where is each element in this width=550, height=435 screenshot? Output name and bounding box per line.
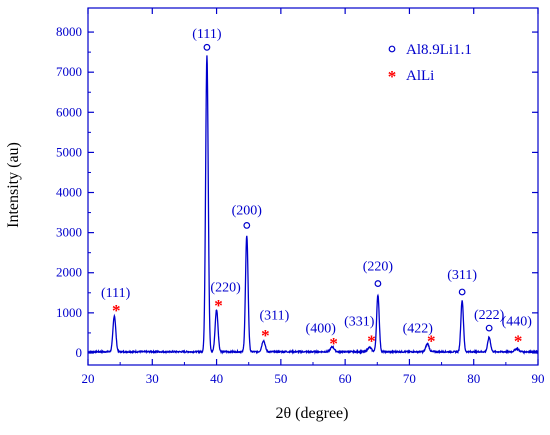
star-marker: * bbox=[214, 296, 223, 315]
peak-label: (220) bbox=[363, 260, 394, 275]
x-tick-label: 20 bbox=[82, 371, 95, 386]
axes: 20 30 40 50 60 70 80 90 0 1000 2000 3000 4000 5000 600… bbox=[56, 7, 545, 386]
y-tick-label: 2000 bbox=[56, 265, 82, 280]
y-tick-label: 7000 bbox=[56, 64, 82, 79]
circle-marker bbox=[485, 324, 493, 332]
y-tick-label: 0 bbox=[76, 345, 83, 360]
y-tick-label: 8000 bbox=[56, 24, 82, 39]
x-tick-label: 90 bbox=[532, 371, 545, 386]
star-marker: * bbox=[367, 332, 376, 351]
x-tick-label: 50 bbox=[274, 371, 287, 386]
peak-label: (311) bbox=[447, 268, 477, 283]
star-marker: * bbox=[261, 326, 270, 345]
star-marker: * bbox=[514, 332, 523, 351]
peak-label: (111) bbox=[101, 286, 131, 301]
star-marker: * bbox=[427, 332, 436, 351]
y-tick-label: 1000 bbox=[56, 305, 82, 320]
peak-labels: (111) (200) (220) (311) (222) (111) (220) (311)… bbox=[101, 27, 532, 336]
legend: Al8.9Li1.1 * AlLi bbox=[388, 42, 472, 86]
star-marker: * bbox=[112, 301, 121, 320]
x-tick-label: 70 bbox=[403, 371, 416, 386]
peak-label: (331) bbox=[344, 315, 375, 330]
y-tick-label: 5000 bbox=[56, 144, 82, 159]
x-tick-label: 40 bbox=[210, 371, 223, 386]
series-line bbox=[87, 55, 539, 355]
circle-marker bbox=[388, 45, 396, 53]
plot-area bbox=[87, 55, 539, 355]
plot-frame bbox=[87, 7, 539, 366]
peak-label: (111) bbox=[192, 27, 222, 42]
legend-label: AlLi bbox=[406, 68, 434, 84]
peak-label: (200) bbox=[232, 204, 263, 219]
legend-label: Al8.9Li1.1 bbox=[406, 42, 472, 58]
y-tick-label: 3000 bbox=[56, 225, 82, 240]
x-tick-label: 60 bbox=[339, 371, 352, 386]
circle-marker bbox=[203, 43, 211, 51]
y-tick-label: 6000 bbox=[56, 104, 82, 119]
peak-label: (220) bbox=[210, 281, 241, 296]
peak-markers: * * * * * * * bbox=[112, 43, 523, 353]
y-axis-label: Intensity (au) bbox=[5, 142, 22, 228]
peak-label: (440) bbox=[502, 315, 533, 330]
star-marker: * bbox=[388, 67, 397, 86]
circle-marker bbox=[458, 288, 466, 296]
x-tick-label: 30 bbox=[146, 371, 159, 386]
circle-marker bbox=[374, 280, 382, 287]
peak-label: (400) bbox=[306, 322, 337, 337]
star-marker: * bbox=[329, 334, 338, 353]
x-axis-label: 2θ (degree) bbox=[276, 405, 349, 422]
circle-marker bbox=[243, 222, 251, 229]
x-tick-label: 80 bbox=[467, 371, 480, 386]
y-tick-label: 4000 bbox=[56, 185, 82, 200]
peak-label: (222) bbox=[474, 308, 505, 323]
peak-label: (311) bbox=[260, 308, 290, 323]
peak-label: (422) bbox=[403, 322, 434, 337]
